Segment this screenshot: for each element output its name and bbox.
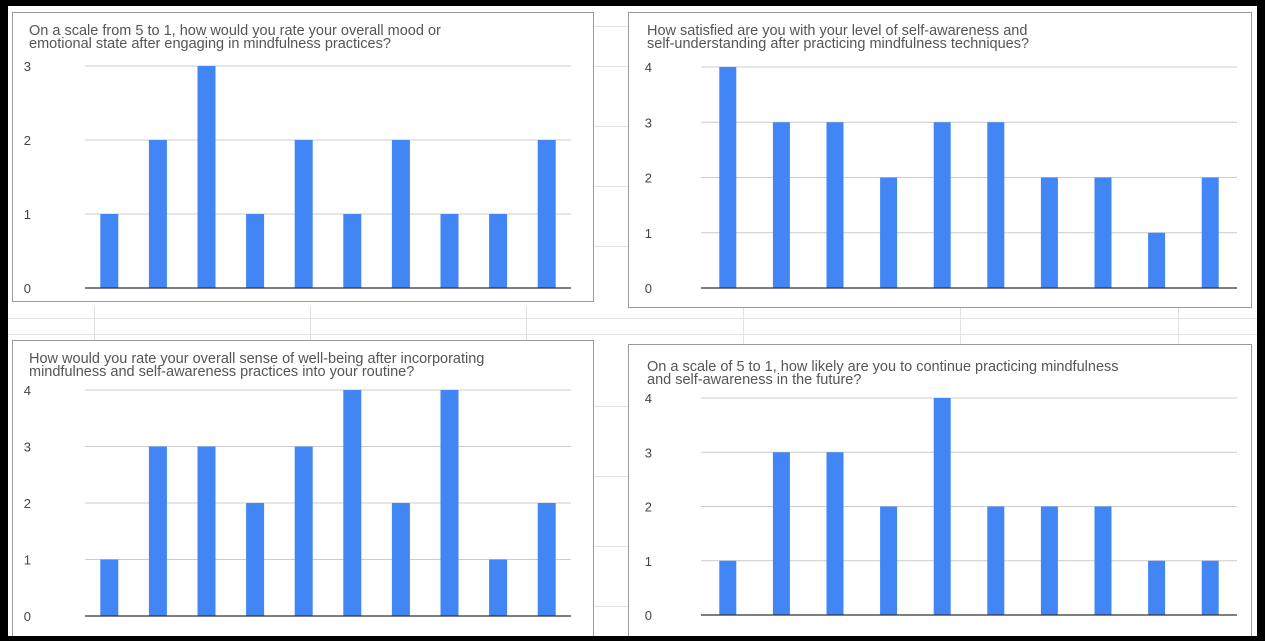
chart-title: How satisfied are you with your level of… — [647, 23, 1030, 52]
bar[interactable] — [772, 452, 790, 615]
y-tick-label: 0 — [645, 608, 652, 623]
bar[interactable] — [246, 214, 265, 288]
bar-chart-well-being: 0 1 2 3 4 — [24, 383, 571, 624]
bar[interactable] — [148, 140, 167, 288]
cell-gridline — [593, 406, 629, 407]
bar[interactable] — [987, 506, 1005, 616]
spreadsheet-canvas: On a scale from 5 to 1, how would you ra… — [8, 6, 1257, 636]
bar[interactable] — [100, 214, 119, 288]
y-tick-label: 3 — [645, 115, 652, 130]
y-tick-label: 1 — [645, 554, 652, 569]
chart-title-line2: and self-awareness in the future? — [647, 372, 862, 388]
bar[interactable] — [1148, 560, 1166, 615]
bar[interactable] — [987, 122, 1005, 288]
bar[interactable] — [489, 214, 508, 288]
chart-title-line2: emotional state after engaging in mindfu… — [29, 36, 391, 52]
y-tick-label: 1 — [24, 207, 31, 222]
bar[interactable] — [1040, 177, 1058, 289]
y-tick-label: 4 — [645, 60, 652, 75]
y-tick-label: 0 — [24, 609, 31, 624]
y-tick-label: 3 — [24, 59, 31, 74]
y-tick-label: 0 — [645, 281, 652, 296]
bar[interactable] — [197, 446, 216, 617]
bar[interactable] — [343, 214, 362, 288]
cell-gridline — [593, 546, 629, 547]
bar[interactable] — [719, 560, 737, 615]
cell-gridline — [593, 186, 629, 187]
chart-title-line1: On a scale of 5 to 1, how likely are you… — [647, 359, 1119, 375]
bar[interactable] — [933, 398, 951, 615]
cell-gridline — [593, 66, 629, 67]
bar[interactable] — [1148, 232, 1166, 288]
bar[interactable] — [772, 122, 790, 288]
y-tick-label: 2 — [645, 500, 652, 515]
y-tick-label: 1 — [645, 226, 652, 241]
bar[interactable] — [1040, 506, 1058, 616]
chart-title: On a scale from 5 to 1, how would you ra… — [29, 23, 441, 52]
bar[interactable] — [440, 214, 459, 288]
cell-gridline — [8, 318, 1257, 319]
chart-well-being-panel[interactable]: How would you rate your overall sense of… — [12, 340, 594, 636]
bar[interactable] — [1201, 560, 1219, 615]
chart-title-line1: On a scale from 5 to 1, how would you ra… — [29, 23, 441, 39]
y-tick-label: 4 — [645, 391, 652, 406]
bar[interactable] — [826, 452, 844, 615]
y-tick-label: 2 — [24, 496, 31, 511]
bar[interactable] — [826, 122, 844, 288]
cell-gridline — [593, 606, 629, 607]
bar[interactable] — [391, 140, 410, 288]
bar-chart-self-awareness: 0 1 2 3 4 — [645, 60, 1237, 296]
chart-title-line2: mindfulness and self-awareness practices… — [29, 364, 415, 380]
y-tick-label: 3 — [24, 440, 31, 455]
bar[interactable] — [880, 506, 898, 616]
bar[interactable] — [489, 559, 508, 617]
chart-mood-panel[interactable]: On a scale from 5 to 1, how would you ra… — [12, 12, 594, 302]
cell-gridline — [310, 306, 311, 346]
bar[interactable] — [294, 140, 313, 288]
bar[interactable] — [148, 446, 167, 617]
chart-title-line1: How would you rate your overall sense of… — [29, 351, 485, 367]
bar[interactable] — [440, 390, 459, 616]
y-tick-label: 1 — [24, 553, 31, 568]
chart-title: On a scale of 5 to 1, how likely are you… — [647, 359, 1119, 388]
chart-continue-practice-panel[interactable]: On a scale of 5 to 1, how likely are you… — [628, 344, 1252, 636]
bar[interactable] — [537, 503, 556, 616]
y-tick-label: 2 — [645, 171, 652, 186]
bar[interactable] — [1094, 177, 1112, 289]
cell-gridline — [526, 306, 527, 346]
chart-title-line1: How satisfied are you with your level of… — [647, 23, 1028, 39]
chart-self-awareness-panel[interactable]: How satisfied are you with your level of… — [628, 12, 1252, 308]
chart-title: How would you rate your overall sense of… — [29, 351, 485, 380]
y-tick-label: 0 — [24, 281, 31, 296]
bar[interactable] — [100, 559, 119, 617]
bar[interactable] — [1094, 506, 1112, 616]
bar[interactable] — [343, 390, 362, 616]
cell-gridline — [8, 334, 1257, 335]
bar[interactable] — [1201, 177, 1219, 289]
bar[interactable] — [246, 503, 265, 616]
cell-gridline — [960, 306, 961, 346]
bar-chart-continue-practice: 0 1 2 3 4 — [645, 391, 1237, 623]
bar[interactable] — [294, 446, 313, 617]
y-tick-label: 3 — [645, 445, 652, 460]
cell-gridline — [743, 306, 744, 346]
cell-gridline — [593, 246, 629, 247]
cell-gridline — [593, 126, 629, 127]
bar[interactable] — [197, 66, 216, 288]
bar[interactable] — [719, 67, 737, 288]
bar[interactable] — [391, 503, 410, 616]
chart-title-line2: self-understanding after practicing mind… — [647, 36, 1030, 52]
cell-gridline — [593, 476, 629, 477]
cell-gridline — [593, 26, 629, 27]
cell-gridline — [94, 306, 95, 346]
bar-chart-mood: 0 1 2 3 — [24, 59, 571, 296]
bar[interactable] — [880, 177, 898, 289]
y-tick-label: 4 — [24, 383, 31, 398]
y-tick-label: 2 — [24, 133, 31, 148]
cell-gridline — [1178, 306, 1179, 346]
bar[interactable] — [933, 122, 951, 288]
bar[interactable] — [537, 140, 556, 288]
